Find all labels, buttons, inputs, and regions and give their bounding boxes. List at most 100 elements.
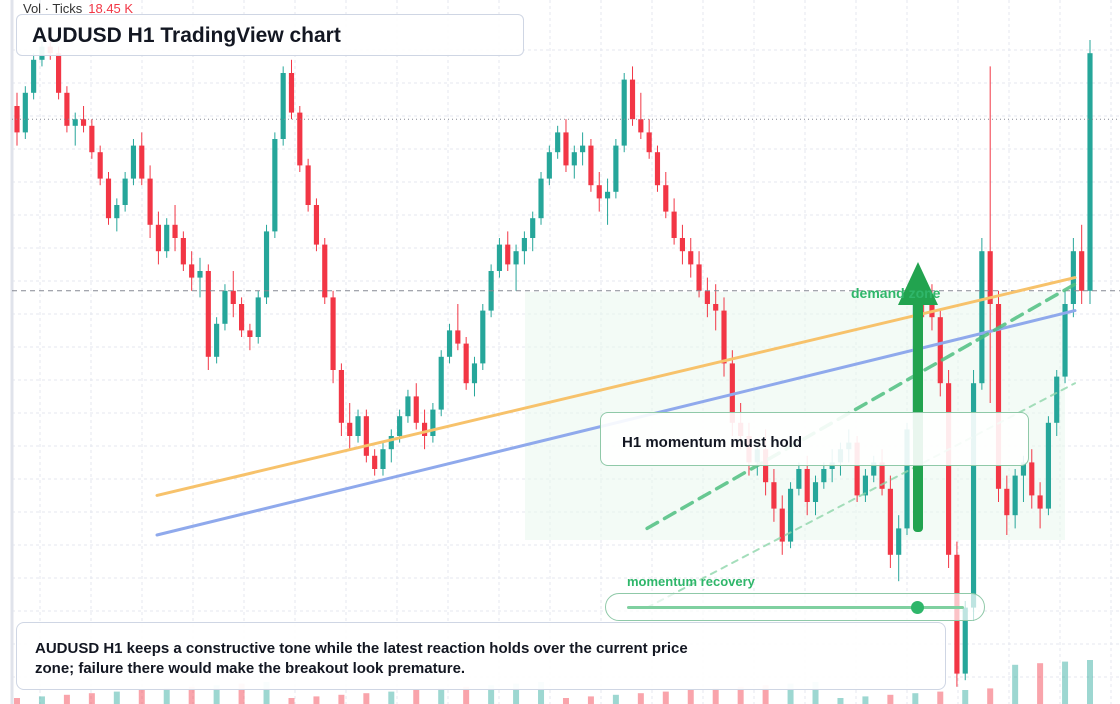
slider-track[interactable] — [627, 606, 964, 609]
momentum-slider[interactable] — [605, 593, 985, 621]
candle-body — [1054, 376, 1060, 423]
candle-body — [380, 449, 386, 469]
candle-body — [704, 290, 710, 304]
candle-body — [430, 409, 436, 436]
volume-bar — [538, 682, 545, 704]
candle-body — [513, 251, 519, 265]
candle-body — [496, 244, 503, 271]
candle-body — [155, 224, 161, 252]
candle-body — [804, 469, 810, 502]
candle-body — [130, 145, 137, 179]
candle-body — [455, 330, 461, 344]
slider-handle[interactable] — [910, 601, 924, 614]
momentum-slider-label: momentum recovery — [627, 574, 755, 589]
volume-bar — [1087, 660, 1093, 704]
candle-body — [471, 363, 478, 384]
candle-body — [1029, 462, 1035, 496]
candle-body — [521, 238, 527, 252]
volume-bar — [687, 690, 694, 704]
volume-bar — [637, 693, 644, 704]
volume-bar — [338, 694, 345, 704]
candle-body — [580, 145, 586, 153]
momentum-note-box[interactable]: H1 momentum must hold — [600, 412, 1029, 466]
candle-body — [247, 330, 253, 337]
volume-bar — [787, 683, 794, 704]
candle-body — [696, 264, 702, 291]
volume-bar — [712, 688, 719, 704]
volume-bar — [762, 685, 769, 704]
volume-indicator-label: Vol · Ticks 18.45 K — [23, 1, 134, 16]
momentum-note-text: H1 momentum must hold — [622, 434, 803, 451]
candle-body — [505, 244, 511, 265]
candle-body — [995, 304, 1002, 489]
candle-body — [1004, 488, 1010, 516]
candle-body — [854, 442, 860, 496]
volume-bar — [513, 683, 520, 704]
candle-body — [862, 475, 868, 496]
candle-body — [596, 185, 602, 199]
candle-body — [646, 132, 652, 153]
volume-bar — [88, 693, 95, 704]
candle-body — [1087, 53, 1093, 291]
candle-body — [970, 383, 977, 608]
chart-title: AUDUSD H1 TradingView chart — [32, 24, 341, 47]
candle-body — [463, 343, 469, 384]
candle-body — [80, 119, 87, 126]
price-levels — [12, 118, 1120, 292]
chart-title-box: AUDUSD H1 TradingView chart — [16, 14, 524, 56]
candle-body — [305, 165, 311, 205]
candle-body — [638, 119, 644, 133]
candle-body — [347, 422, 353, 436]
volume-bar — [14, 698, 20, 704]
volume-bar — [737, 686, 744, 704]
candle-body — [397, 416, 403, 436]
candle-body — [205, 271, 211, 357]
candle-body — [189, 264, 195, 278]
volume-bar — [488, 685, 495, 704]
candle-body — [1062, 304, 1068, 377]
candle-body — [72, 119, 78, 126]
volume-bar — [238, 683, 245, 704]
candle-body — [363, 416, 369, 456]
volume-bar — [388, 691, 395, 704]
volume-bar — [962, 690, 969, 704]
volume-bar — [937, 691, 944, 704]
candle-body — [571, 152, 577, 166]
volume-bar — [263, 682, 270, 704]
volume-bar — [113, 691, 120, 704]
candle-body — [563, 132, 569, 166]
candle-body — [421, 422, 428, 436]
candle-body — [1012, 475, 1018, 516]
candle-body — [56, 53, 62, 93]
candle-body — [979, 251, 985, 384]
candle-body — [904, 429, 910, 529]
volume-bar — [562, 698, 569, 704]
candle-body — [180, 238, 186, 265]
volume-bar — [313, 696, 320, 704]
candle-body — [671, 211, 677, 238]
candle-body — [480, 310, 486, 364]
candle-body — [31, 59, 37, 93]
candle-body — [114, 205, 120, 219]
candle-body — [272, 139, 278, 232]
volume-bar — [463, 686, 470, 704]
candle-body — [338, 370, 344, 423]
candle-body — [239, 304, 245, 331]
candle-body — [438, 356, 444, 410]
volume-bar — [812, 682, 819, 704]
volume-bar — [138, 690, 145, 704]
candle-body — [546, 152, 552, 179]
candle-body — [987, 251, 993, 304]
volume-bar — [887, 694, 894, 704]
candle-body — [97, 152, 103, 179]
volume-bar — [912, 693, 919, 704]
volume-bar — [987, 688, 994, 704]
candle-body — [654, 152, 661, 186]
volume-bar — [662, 691, 669, 704]
candle-body — [771, 482, 777, 509]
volume-bar — [38, 696, 45, 704]
volume-bar — [288, 698, 295, 704]
candle-body — [962, 607, 968, 674]
candle-body — [937, 317, 943, 384]
volume-bar — [163, 688, 170, 704]
